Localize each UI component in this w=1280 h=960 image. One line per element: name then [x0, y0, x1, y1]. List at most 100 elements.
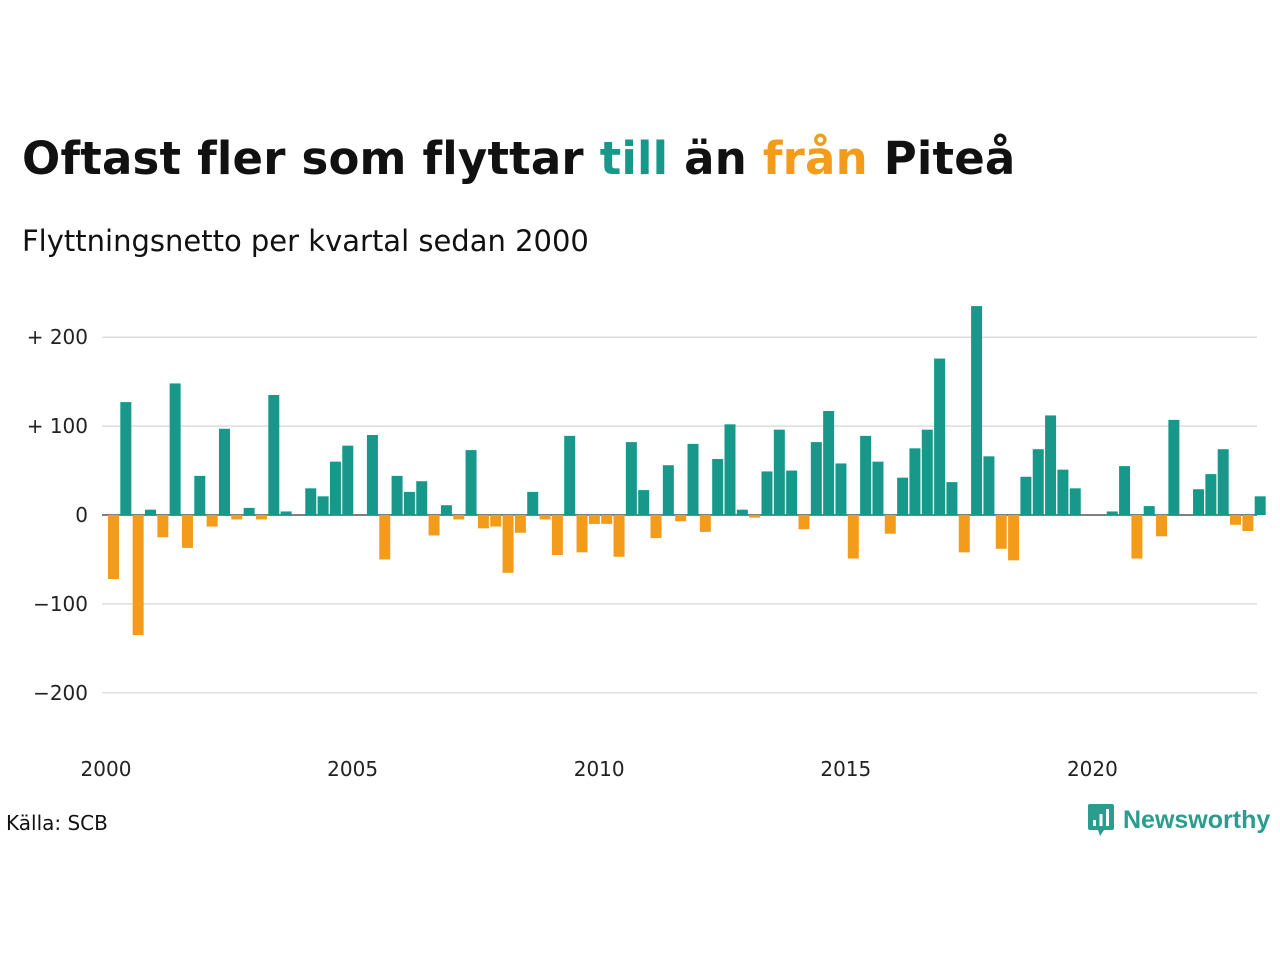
source-note: Källa: SCB: [6, 811, 108, 835]
bars: [108, 306, 1266, 636]
bar: [539, 515, 551, 520]
bar: [1057, 469, 1069, 515]
bar: [305, 488, 317, 515]
y-tick-label: + 200: [27, 325, 88, 349]
bar: [317, 496, 329, 515]
bar: [391, 475, 403, 515]
bar: [329, 461, 341, 515]
bar: [416, 481, 428, 515]
bar: [650, 515, 662, 539]
bar: [490, 515, 502, 527]
bar: [983, 456, 995, 515]
bar: [1193, 489, 1205, 515]
bar: [169, 383, 181, 515]
bar: [662, 465, 674, 515]
y-tick-label: −100: [33, 592, 88, 616]
bar: [1008, 515, 1020, 561]
title-highlight-till: till: [599, 132, 669, 185]
bar: [798, 515, 810, 530]
bar: [453, 515, 465, 520]
bar-chart: + 200 + 100 0 −100 −200 2000 2005 2010 2015 2020: [27, 306, 1266, 781]
title-part-2: än: [668, 132, 763, 185]
bar: [601, 515, 613, 524]
bar: [872, 461, 884, 515]
bar: [551, 515, 563, 556]
bar: [847, 515, 859, 559]
bar: [231, 515, 243, 520]
bar: [761, 471, 773, 515]
bar: [823, 410, 835, 515]
bar: [736, 509, 748, 515]
bar: [477, 515, 489, 529]
bar: [342, 445, 354, 515]
chart-speech-bubble-icon: [1088, 804, 1114, 836]
bar: [884, 515, 896, 534]
bar: [1119, 466, 1131, 515]
bar: [1020, 476, 1032, 515]
bar: [712, 458, 724, 515]
bar: [638, 490, 650, 515]
bar: [564, 435, 576, 515]
bar: [675, 515, 687, 522]
bar: [810, 442, 822, 515]
bar: [625, 442, 637, 515]
bar: [1045, 415, 1057, 515]
bar: [428, 515, 440, 536]
bar: [527, 491, 539, 515]
bar: [144, 509, 156, 515]
x-axis-labels: 2000 2005 2010 2015 2020: [81, 757, 1118, 781]
bar: [206, 515, 218, 527]
bar: [268, 394, 280, 515]
bar: [1205, 474, 1217, 515]
y-tick-label: −200: [33, 681, 88, 705]
bar: [194, 475, 206, 515]
y-tick-label: 0: [75, 503, 88, 527]
chart-title: Oftast fler som flyttar till än från Pit…: [22, 132, 1016, 185]
bar: [403, 491, 415, 515]
bar: [1168, 419, 1180, 515]
x-tick-label: 2000: [81, 757, 132, 781]
bar: [613, 515, 625, 557]
bar: [588, 515, 600, 524]
bar: [120, 402, 132, 515]
bar: [1131, 515, 1143, 559]
title-highlight-fran: från: [762, 132, 868, 185]
bar: [687, 443, 699, 515]
bar: [379, 515, 391, 560]
bar: [1254, 496, 1266, 515]
x-tick-label: 2005: [327, 757, 378, 781]
bar: [1156, 515, 1168, 537]
bar: [108, 515, 119, 580]
bar: [1242, 515, 1254, 531]
brand-name: Newsworthy: [1123, 805, 1271, 834]
y-tick-label: + 100: [27, 414, 88, 438]
bar: [786, 470, 798, 515]
bar: [946, 482, 958, 515]
bar: [255, 515, 267, 520]
bar: [897, 477, 909, 515]
bar: [157, 515, 169, 538]
bar: [1143, 506, 1155, 515]
bar: [995, 515, 1007, 549]
bar: [1217, 449, 1229, 515]
bar: [465, 450, 477, 515]
bar: [440, 505, 452, 515]
bar: [1069, 488, 1081, 515]
bar: [699, 515, 711, 532]
bar: [132, 515, 144, 636]
brand-logo: Newsworthy: [1087, 803, 1270, 837]
x-tick-label: 2015: [820, 757, 871, 781]
bar: [181, 515, 193, 548]
bar: [1032, 449, 1044, 515]
bar: [971, 306, 983, 515]
bar: [934, 358, 946, 515]
bar: [909, 448, 921, 515]
bar: [724, 424, 736, 515]
bar: [921, 429, 933, 515]
bar: [514, 515, 526, 533]
bar: [1106, 511, 1118, 515]
bar: [835, 463, 847, 515]
bar: [1230, 515, 1242, 525]
bar: [576, 515, 588, 553]
bar: [502, 515, 514, 573]
